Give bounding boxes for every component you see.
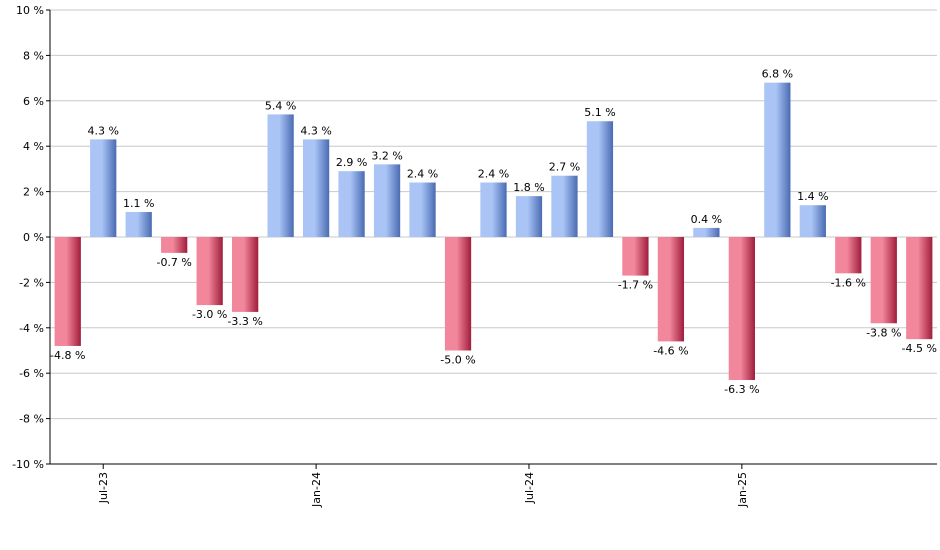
- bar: [835, 237, 862, 274]
- bar: [586, 121, 614, 237]
- bar: [693, 227, 720, 237]
- axes: [49, 10, 937, 465]
- x-axis-ticks: Jul-23 Jan-24 Jul-24 Jan-25: [97, 464, 749, 508]
- x-tick-label: Jul-24: [523, 472, 536, 504]
- x-tick-label: Jan-24: [310, 472, 323, 508]
- y-tick-label: 2 %: [23, 186, 44, 199]
- bar: [196, 237, 223, 306]
- bar: [302, 139, 330, 237]
- data-label: 5.1 %: [584, 106, 615, 119]
- data-label: -1.6 %: [831, 276, 866, 289]
- data-label: -1.7 %: [618, 279, 653, 292]
- y-tick-label: -6 %: [19, 367, 44, 380]
- bars: [54, 82, 933, 381]
- y-tick-label: -4 %: [19, 322, 44, 335]
- data-label: -4.8 %: [50, 349, 85, 362]
- data-label: 1.8 %: [513, 181, 544, 194]
- data-label: 2.4 %: [407, 168, 438, 181]
- bar: [870, 237, 897, 324]
- bar: [906, 237, 933, 340]
- bar: [125, 212, 152, 237]
- y-tick-label: 8 %: [23, 49, 44, 62]
- y-tick-label: 10 %: [16, 4, 44, 17]
- data-label: 4.3 %: [87, 124, 118, 137]
- bar: [480, 182, 507, 237]
- bar: [657, 237, 685, 342]
- bar: [161, 237, 188, 253]
- data-label: 6.8 %: [762, 68, 793, 81]
- data-label: 4.3 %: [300, 124, 331, 137]
- y-tick-label: -10 %: [12, 458, 44, 471]
- data-label: 1.1 %: [123, 197, 154, 210]
- bar: [232, 237, 259, 312]
- bar: [90, 139, 117, 237]
- x-tick-label: Jul-23: [97, 472, 110, 504]
- data-label: -3.0 %: [192, 308, 227, 321]
- data-label: 2.4 %: [478, 168, 509, 181]
- bar: [622, 237, 649, 276]
- bar: [54, 237, 81, 346]
- y-tick-label: -2 %: [19, 276, 44, 289]
- bar: [444, 237, 472, 351]
- data-label: 2.9 %: [336, 156, 367, 169]
- y-axis-ticks: -10 % -8 % -6 % -4 % -2 % 0 % 2 % 4 % 6 % 8 % 10 %: [12, 4, 50, 471]
- bar: [515, 196, 543, 237]
- bar: [728, 237, 755, 381]
- data-label: 1.4 %: [797, 190, 828, 203]
- bar: [338, 171, 365, 237]
- data-label: 2.7 %: [549, 161, 580, 174]
- y-tick-label: 4 %: [23, 140, 44, 153]
- bar: [764, 82, 791, 237]
- y-tick-label: -8 %: [19, 413, 44, 426]
- data-label: -4.5 %: [902, 342, 937, 355]
- data-labels: -4.8 % 4.3 % 1.1 % -0.7 % -3.0 %-3.3 % 5.4 % 4…: [50, 68, 937, 396]
- data-label: 5.4 %: [265, 99, 296, 112]
- data-label: 0.4 %: [691, 213, 722, 226]
- bar: [551, 175, 578, 237]
- data-label: -0.7 %: [156, 256, 191, 269]
- data-label: -6.3 %: [724, 383, 759, 396]
- data-label: -3.3 %: [227, 315, 262, 328]
- bar: [267, 114, 294, 237]
- bar: [409, 182, 436, 237]
- data-label: -5.0 %: [440, 354, 475, 367]
- data-label: -3.8 %: [866, 326, 901, 339]
- bar: [799, 205, 826, 237]
- data-label: 3.2 %: [371, 149, 402, 162]
- x-tick-label: Jan-25: [736, 472, 749, 508]
- bar: [373, 164, 401, 237]
- y-tick-label: 6 %: [23, 95, 44, 108]
- y-tick-label: 0 %: [23, 231, 44, 244]
- data-label: -4.6 %: [653, 344, 688, 357]
